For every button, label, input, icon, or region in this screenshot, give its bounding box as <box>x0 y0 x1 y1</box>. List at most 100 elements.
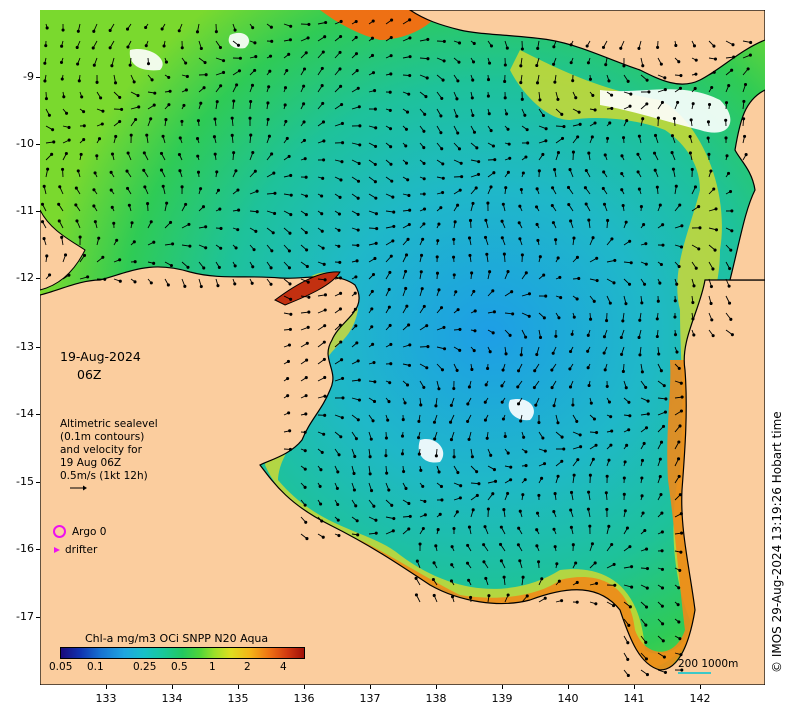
velocity-arrow-head <box>731 43 735 47</box>
velocity-arrow-head <box>483 418 488 422</box>
velocity-arrow-head <box>569 43 573 47</box>
velocity-arrow-head <box>369 489 374 493</box>
velocity-arrow-head <box>341 141 345 145</box>
velocity-arrow-head <box>524 450 528 454</box>
velocity-arrow-head <box>372 399 377 404</box>
velocity-arrow-head <box>250 281 254 285</box>
velocity-arrow-head <box>269 282 273 286</box>
velocity-arrow-head <box>232 99 236 103</box>
velocity-arrow-head <box>535 511 540 515</box>
velocity-arrow-head <box>552 527 556 531</box>
velocity-arrow-head <box>678 203 682 207</box>
velocity-arrow-head <box>426 57 430 61</box>
velocity-arrow-head <box>323 413 327 417</box>
velocity-arrow-head <box>624 386 628 390</box>
velocity-arrow-head <box>61 167 65 171</box>
velocity-arrow-head <box>574 561 578 565</box>
velocity-arrow-head <box>527 314 531 318</box>
velocity-arrow-head <box>471 113 475 117</box>
velocity-arrow-head <box>357 398 361 402</box>
velocity-arrow-head <box>493 479 498 483</box>
velocity-arrow-head <box>744 153 748 157</box>
velocity-arrow-head <box>305 537 309 541</box>
velocity-arrow-head <box>400 452 405 456</box>
velocity-arrow-head <box>434 454 438 458</box>
velocity-arrow-head <box>660 567 664 571</box>
velocity-arrow-head <box>248 116 252 120</box>
velocity-arrow-head <box>339 19 343 24</box>
velocity-arrow-head <box>486 201 490 205</box>
velocity-arrow-head <box>425 366 429 370</box>
velocity-arrow-head <box>289 312 293 316</box>
velocity-arrow-head <box>676 457 681 461</box>
velocity-arrow-head <box>535 352 539 357</box>
velocity-arrow-head <box>101 255 105 259</box>
velocity-arrow-head <box>304 412 308 416</box>
velocity-arrow-head <box>522 435 526 439</box>
velocity-arrow-head <box>184 61 188 65</box>
velocity-arrow-head <box>125 169 129 173</box>
velocity-arrow-head <box>142 151 146 155</box>
velocity-arrow-head <box>610 93 614 97</box>
velocity-arrow-head <box>656 299 660 303</box>
velocity-arrow-head <box>613 583 617 587</box>
velocity-arrow-head <box>288 231 292 235</box>
velocity-arrow-head <box>338 50 342 54</box>
velocity-arrow-head <box>304 376 308 380</box>
velocity-arrow-head <box>525 594 529 598</box>
velocity-arrow-head <box>569 508 573 512</box>
velocity-arrow-head <box>661 243 665 247</box>
velocity-arrow-head <box>676 603 680 607</box>
velocity-arrow-head <box>626 673 630 677</box>
velocity-arrow-head <box>602 351 606 355</box>
velocity-arrow-head <box>233 264 237 268</box>
velocity-arrow-head <box>456 131 460 135</box>
velocity-arrow-head <box>586 366 590 370</box>
velocity-arrow-head <box>273 191 277 195</box>
lat-tick: -12 <box>0 272 40 284</box>
velocity-arrow-head <box>384 436 388 440</box>
velocity-arrow-head <box>500 384 504 388</box>
velocity-arrow-head <box>572 236 576 240</box>
velocity-arrow-head <box>355 519 359 523</box>
velocity-arrow-head <box>470 271 474 275</box>
velocity-arrow-head <box>149 220 153 224</box>
velocity-arrow-head <box>126 151 130 155</box>
velocity-arrow-head <box>612 281 616 285</box>
velocity-arrow-head <box>267 85 271 89</box>
velocity-arrow-head <box>727 84 731 88</box>
velocity-arrow-head <box>698 226 702 230</box>
velocity-arrow-head <box>318 484 322 488</box>
velocity-arrow-head <box>178 136 182 140</box>
velocity-arrow-head <box>303 503 307 507</box>
velocity-arrow-head <box>710 318 714 322</box>
velocity-arrow-head <box>560 136 565 140</box>
velocity-arrow-head <box>502 508 506 512</box>
velocity-arrow-head <box>387 287 391 292</box>
velocity-arrow-head <box>452 455 456 459</box>
velocity-arrow-head <box>552 62 556 66</box>
velocity-arrow-head <box>589 401 593 405</box>
velocity-arrow-head <box>641 117 645 121</box>
velocity-arrow-head <box>353 454 357 458</box>
velocity-arrow-head <box>93 171 97 175</box>
velocity-arrow-head <box>100 122 104 126</box>
velocity-arrow-head <box>426 345 430 349</box>
velocity-arrow-head <box>371 19 375 23</box>
velocity-arrow-head <box>557 579 561 583</box>
velocity-arrow-head <box>201 205 206 209</box>
velocity-arrow-head <box>644 640 648 644</box>
velocity-arrow-head <box>186 265 190 269</box>
velocity-arrow-head <box>571 543 575 547</box>
velocity-arrow-head <box>626 657 630 661</box>
velocity-arrow-head <box>538 335 543 339</box>
velocity-arrow-head <box>610 429 614 433</box>
velocity-arrow-head <box>303 449 307 453</box>
velocity-arrow-head <box>218 45 222 50</box>
velocity-arrow-head <box>535 81 540 85</box>
velocity-arrow-head <box>535 63 539 68</box>
velocity-arrow-head <box>43 79 47 83</box>
velocity-arrow-head <box>319 468 323 472</box>
velocity-arrow-head <box>620 188 624 192</box>
velocity-arrow-head <box>554 334 558 338</box>
